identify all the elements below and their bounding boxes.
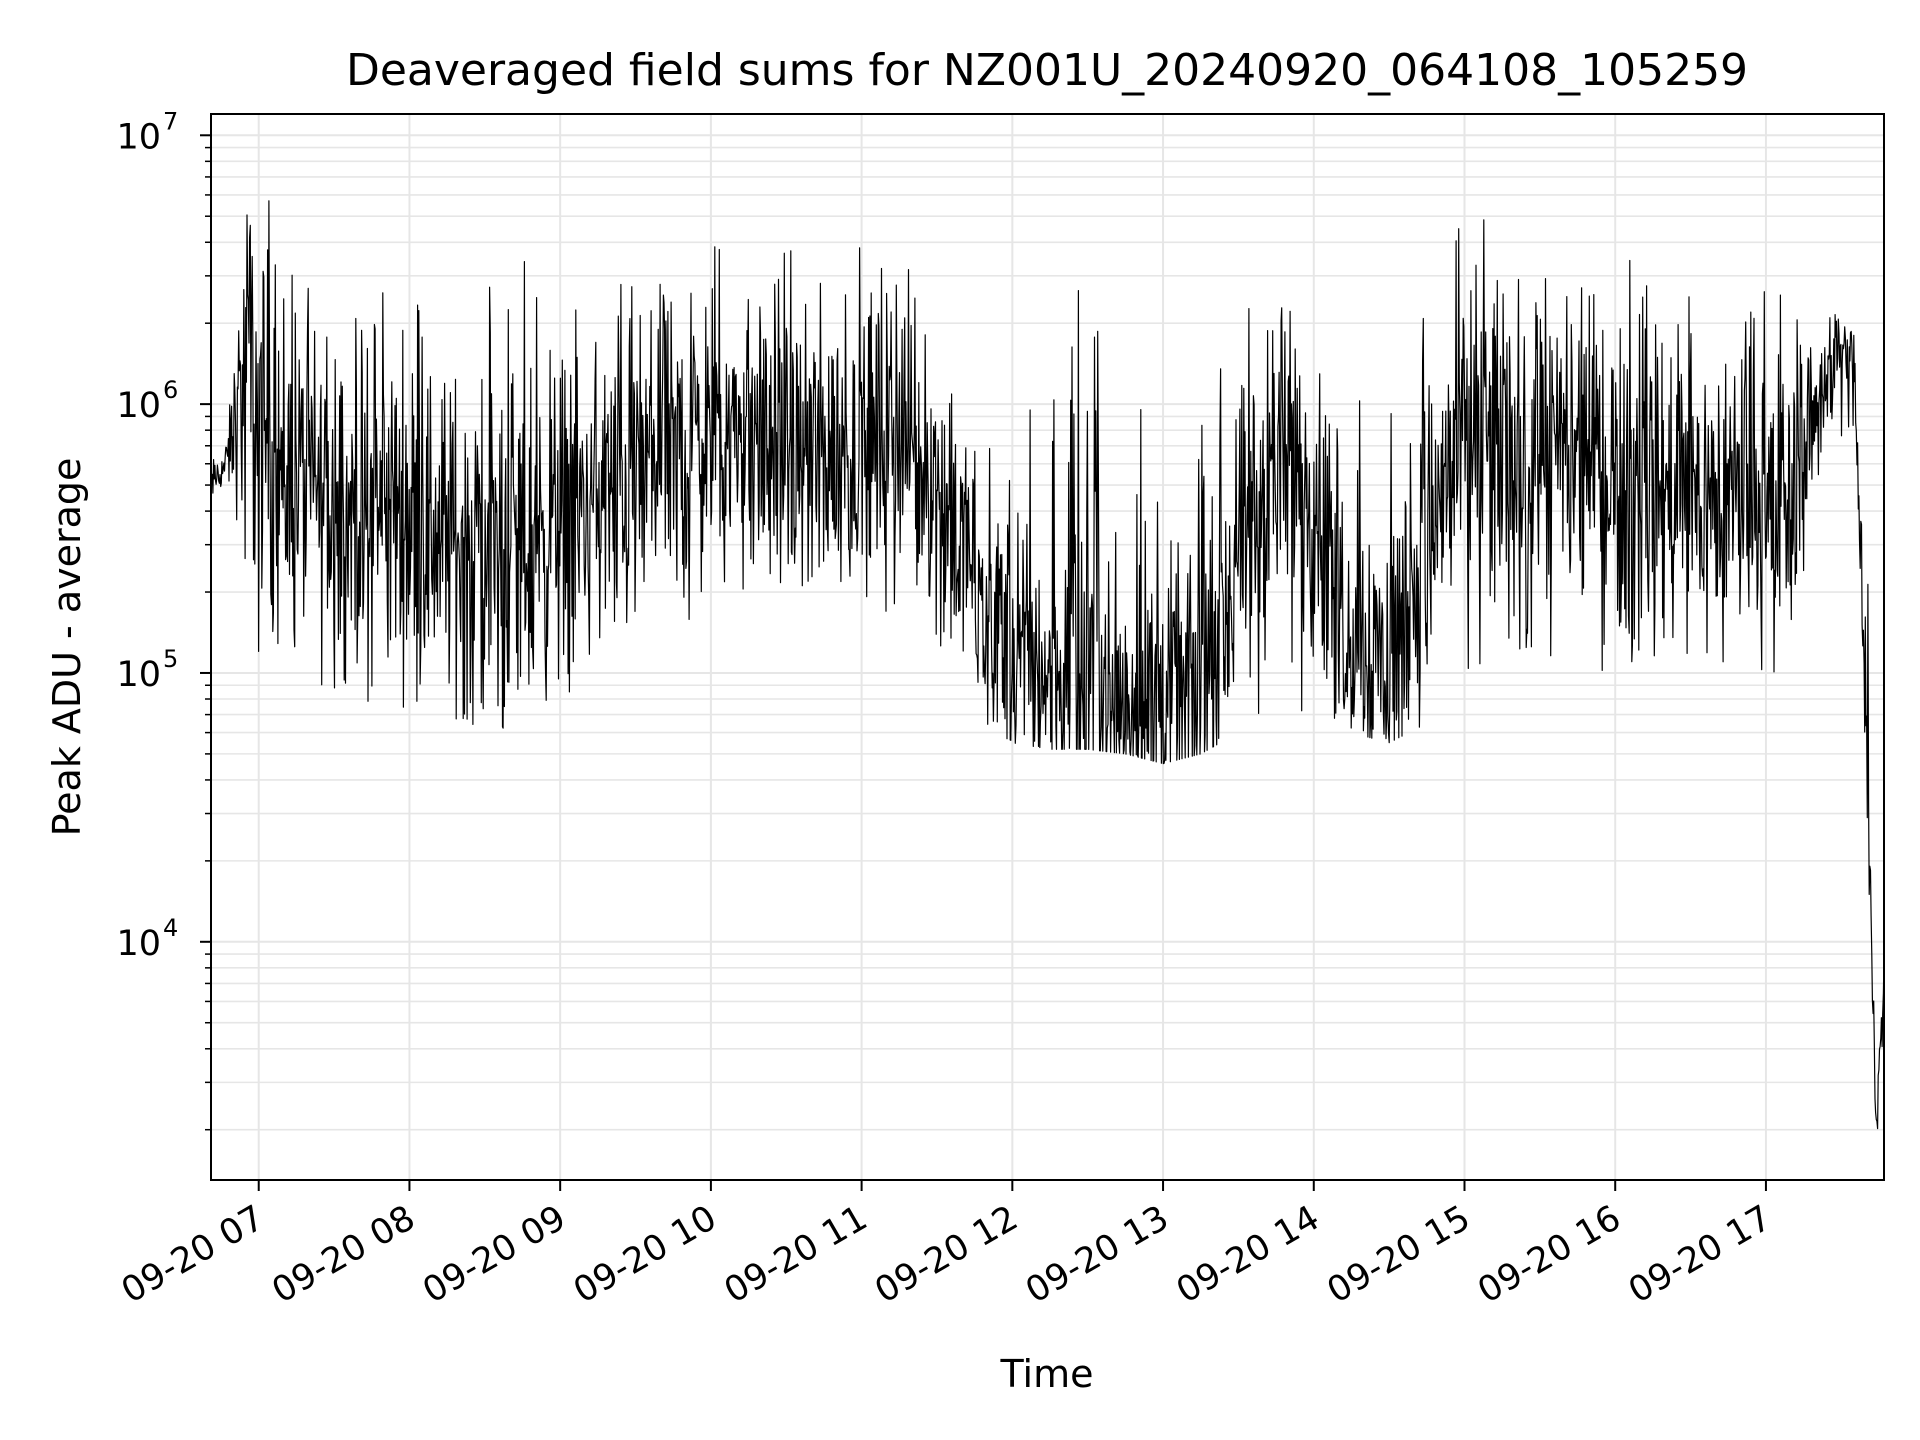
y-tick-label: 10 bbox=[116, 924, 161, 964]
grid bbox=[211, 114, 1884, 1180]
axes-frame bbox=[210, 113, 1885, 1181]
plot-area bbox=[210, 200, 1885, 1130]
y-tick-label: 10 bbox=[116, 117, 161, 157]
y-tick-exponent: 4 bbox=[163, 914, 178, 942]
y-tick-label: 10 bbox=[116, 386, 161, 426]
y-tick-exponent: 5 bbox=[163, 645, 178, 673]
series-line bbox=[210, 200, 1885, 1130]
y-tick-base: 10 bbox=[116, 117, 161, 157]
x-axis-label: Time bbox=[1000, 1352, 1094, 1396]
y-tick-base: 10 bbox=[116, 655, 161, 695]
y-tick-base: 10 bbox=[116, 924, 161, 964]
chart-title: Deaveraged field sums for NZ001U_2024092… bbox=[346, 45, 1748, 96]
y-tick-label: 10 bbox=[116, 655, 161, 695]
y-tick-exponent: 6 bbox=[163, 376, 178, 404]
y-tick-exponent: 7 bbox=[163, 107, 178, 135]
y-axis-label: Peak ADU - average bbox=[45, 458, 89, 837]
y-tick-base: 10 bbox=[116, 386, 161, 426]
